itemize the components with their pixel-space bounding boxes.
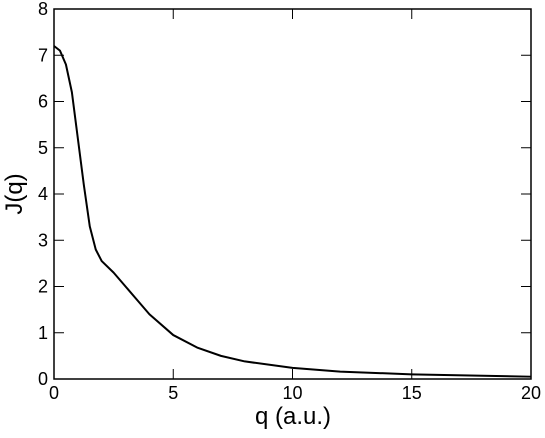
y-tick-label: 7 <box>38 45 48 65</box>
y-tick-label: 3 <box>38 230 48 250</box>
x-tick-label: 10 <box>282 383 302 403</box>
x-tick-label: 20 <box>521 383 541 403</box>
y-tick-label: 6 <box>38 92 48 112</box>
line-series <box>53 45 532 378</box>
y-tick-label: 2 <box>38 277 48 297</box>
x-tick-label: 15 <box>402 383 422 403</box>
y-tick-label: 5 <box>38 138 48 158</box>
x-axis-label: q (a.u.) <box>255 403 331 430</box>
y-tick-label: 0 <box>38 369 48 389</box>
x-tick-label: 5 <box>168 383 178 403</box>
plot-frame <box>53 8 532 380</box>
y-axis-label: J(q) <box>1 173 28 214</box>
y-tick-label: 1 <box>38 323 48 343</box>
y-tick-label: 8 <box>38 0 48 19</box>
y-tick-label: 4 <box>38 184 48 204</box>
x-tick-label: 0 <box>49 383 59 403</box>
